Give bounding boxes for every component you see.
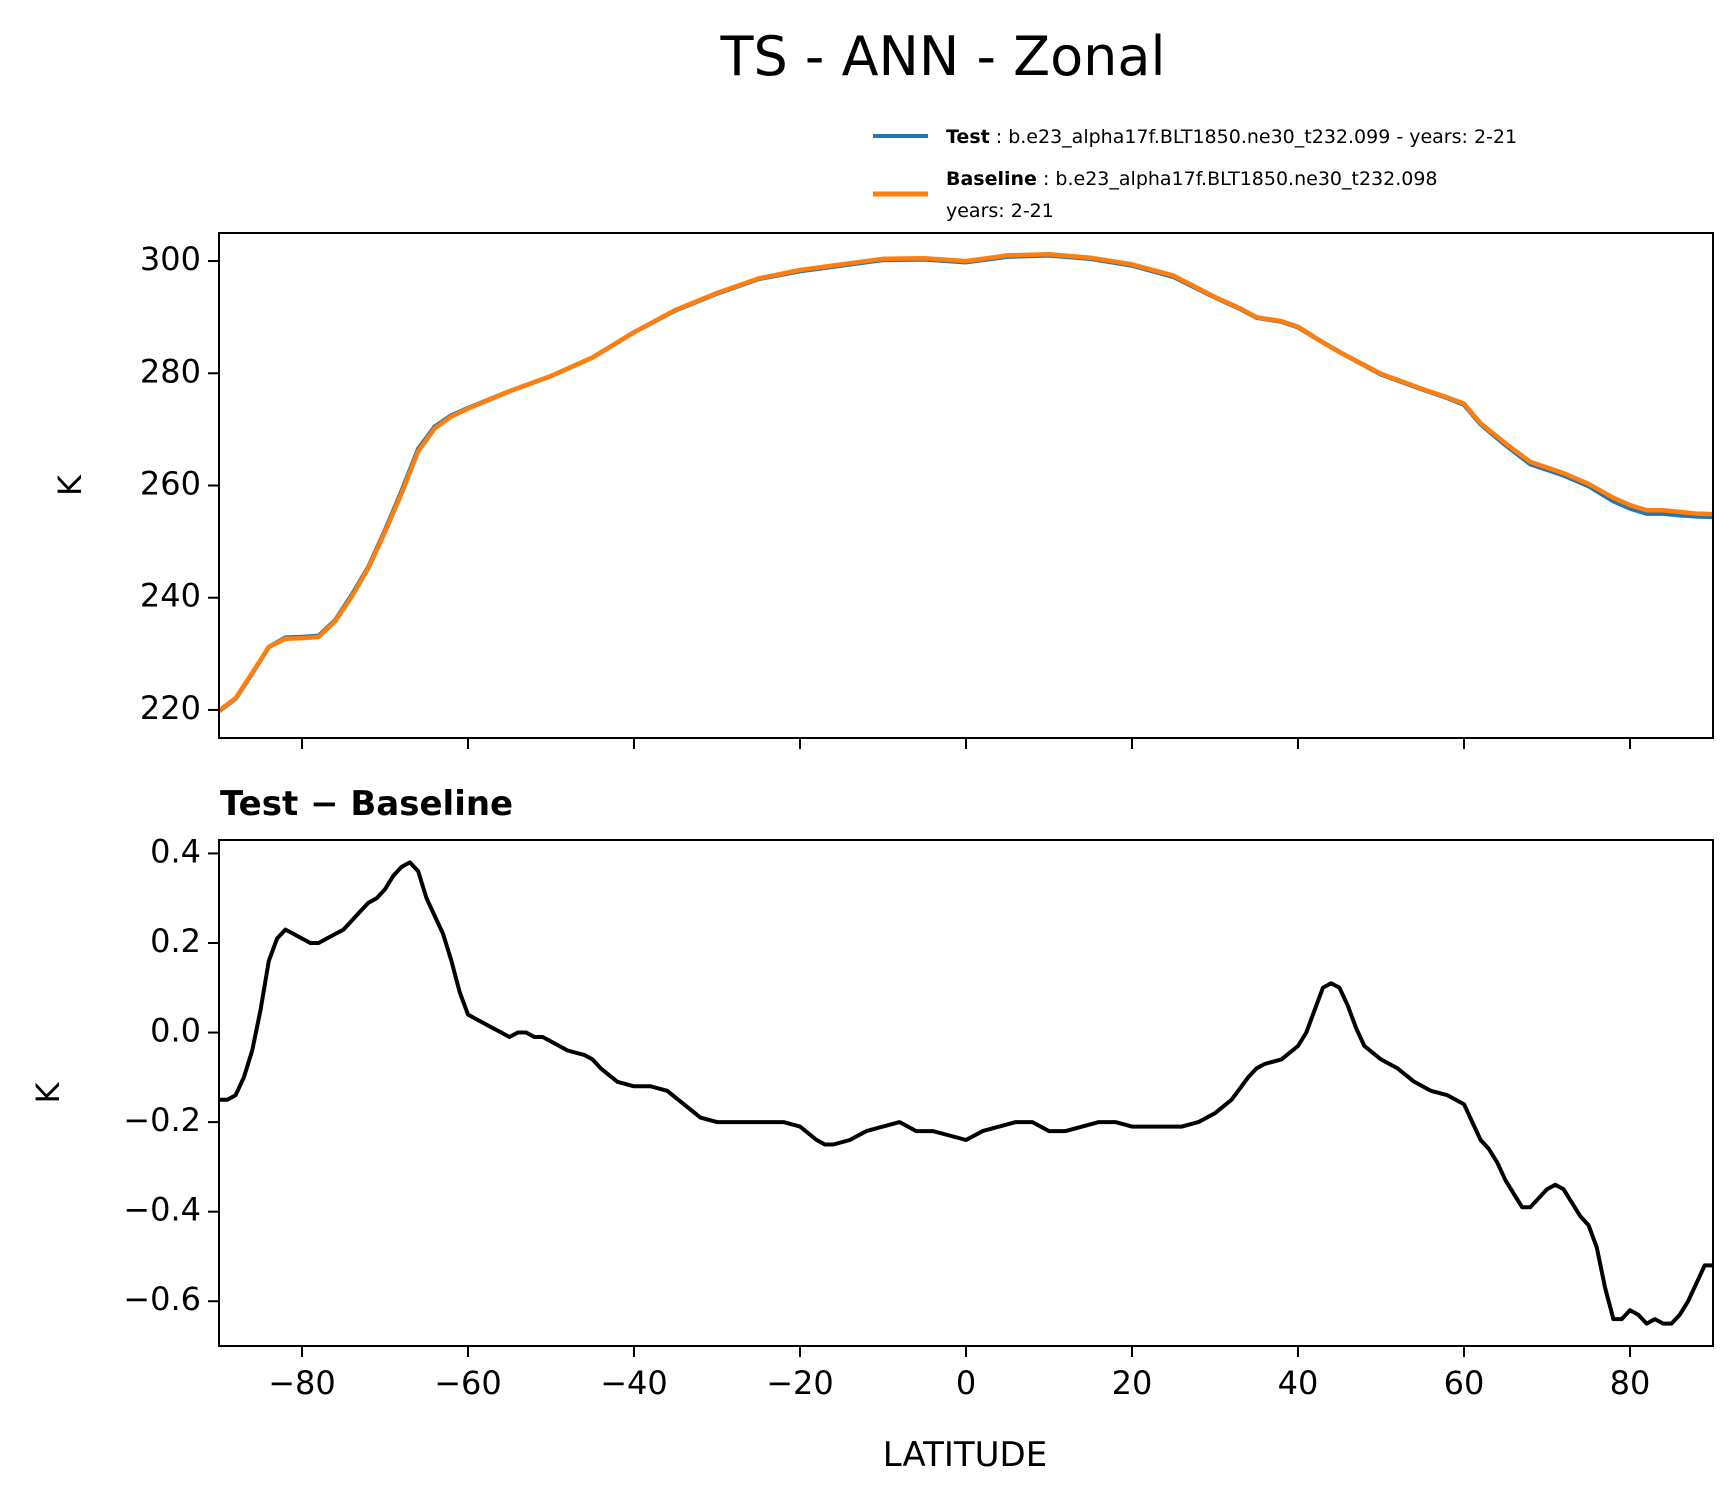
y-tick-label: 0.4 [150, 832, 201, 870]
bottom-plot: 0.4 0.2 0.0 −0.2 −0.4 −0.6 −80 −60 −40 −20 0 20 40 6… [29, 832, 1714, 1402]
y-tick-label: 240 [140, 577, 201, 615]
bottom-plot-title: Test − Baseline [220, 784, 513, 824]
top-series [217, 252, 1714, 713]
series-line-test-baseline [219, 860, 1713, 1326]
bottom-series [219, 860, 1713, 1326]
x-axis-label: LATITUDE [883, 1435, 1047, 1475]
legend-label-baseline-bold: Baseline [946, 168, 1037, 190]
x-tick-label: −40 [600, 1364, 668, 1402]
top-plot: 220 240 260 280 300 K [51, 232, 1714, 749]
x-tick-label: −80 [268, 1364, 336, 1402]
x-tick-label: −20 [766, 1364, 834, 1402]
bottom-x-ticks: −80 −60 −40 −20 0 20 40 60 80 [268, 1346, 1650, 1402]
legend-label-test: : b.e23_alpha17f.BLT1850.ne30_t232.099 -… [996, 126, 1517, 148]
bottom-y-ticks: 0.4 0.2 0.0 −0.2 −0.4 −0.6 [123, 832, 219, 1318]
top-y-ticks: 220 240 260 280 300 [140, 240, 219, 727]
y-tick-label: 220 [140, 689, 201, 727]
x-tick-label: 80 [1610, 1364, 1651, 1402]
y-tick-label: 280 [140, 352, 201, 390]
svg-text:Test : b.e23_alpha17f.BL: Test : b.e23_alpha17f.BLT1850.ne30_t232.… [946, 126, 1517, 148]
legend: Test : b.e23_alpha17f.BLT1850.ne30_t232.… [873, 126, 1517, 222]
y-tick-label: −0.4 [123, 1191, 201, 1229]
y-tick-label: 0.0 [150, 1012, 201, 1050]
x-tick-label: 60 [1444, 1364, 1485, 1402]
top-y-axis-label: K [51, 474, 89, 496]
figure-title: TS - ANN - Zonal [720, 25, 1166, 88]
legend-label-baseline: : b.e23_alpha17f.BLT1850.ne30_t232.098 [1043, 168, 1438, 190]
svg-text:Baseline : b.e23_alpha17: Baseline : b.e23_alpha17f.BLT1850.ne30_t… [946, 168, 1438, 190]
y-tick-label: 260 [140, 465, 201, 503]
top-x-ticks [301, 738, 1631, 749]
bottom-plot-frame [218, 839, 1714, 1347]
y-tick-label: −0.6 [123, 1280, 201, 1318]
bottom-y-axis-label: K [29, 1081, 67, 1103]
y-tick-label: 300 [140, 240, 201, 278]
x-tick-label: 40 [1278, 1364, 1319, 1402]
legend-label-test-bold: Test [946, 126, 990, 148]
legend-label-baseline-line2: years: 2-21 [946, 200, 1054, 222]
x-tick-label: 20 [1112, 1364, 1153, 1402]
series-line-baseline [217, 252, 1714, 713]
top-plot-frame [218, 232, 1714, 739]
y-tick-label: 0.2 [150, 922, 201, 960]
x-tick-label: 0 [956, 1364, 976, 1402]
x-tick-label: −60 [434, 1364, 502, 1402]
y-tick-label: −0.2 [123, 1101, 201, 1139]
